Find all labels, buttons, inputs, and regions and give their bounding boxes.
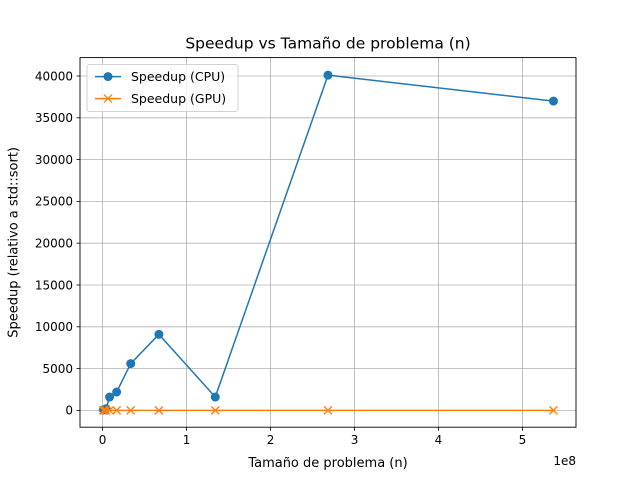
y-tick-label: 30000 <box>35 153 73 167</box>
y-tick-label: 25000 <box>35 195 73 209</box>
data-point <box>112 405 122 415</box>
chart-title: Speedup vs Tamaño de problema (n) <box>185 35 470 53</box>
legend-item: Speedup (CPU) <box>95 69 225 84</box>
data-point <box>105 392 115 402</box>
legend: Speedup (CPU) Speedup (GPU) <box>86 64 239 113</box>
legend-item: Speedup (GPU) <box>95 91 226 106</box>
legend-label: Speedup (CPU) <box>131 69 225 84</box>
legend-marker <box>103 72 113 82</box>
y-tick-label: 20000 <box>35 236 73 250</box>
y-tick-label: 40000 <box>35 69 73 83</box>
legend-marker <box>103 94 113 104</box>
legend-label: Speedup (GPU) <box>131 91 226 106</box>
x-tick-label: 2 <box>267 433 275 447</box>
series-layer <box>98 70 558 415</box>
data-point <box>323 405 333 415</box>
series-gpu <box>98 405 558 415</box>
y-axis-label: Speedup (relativo a std::sort) <box>7 147 22 338</box>
x-tick-label: 4 <box>435 433 443 447</box>
axis-ticks: 0 1 2 3 4 5 0 5000 10000 15000 20000 25000 30000 3500… <box>35 69 526 447</box>
data-point <box>101 405 111 415</box>
data-point <box>548 96 558 106</box>
x-tick-label: 0 <box>99 433 107 447</box>
data-point <box>154 329 164 339</box>
y-tick-label: 5000 <box>42 362 73 376</box>
y-tick-label: 10000 <box>35 320 73 334</box>
x-tick-label: 5 <box>519 433 527 447</box>
data-point <box>105 405 115 415</box>
y-tick-label: 35000 <box>35 111 73 125</box>
x-tick-label: 1 <box>183 433 191 447</box>
data-point <box>210 392 220 402</box>
data-point <box>210 405 220 415</box>
x-axis-label: Tamaño de problema (n) <box>247 456 407 471</box>
data-point <box>548 405 558 415</box>
data-point <box>323 70 333 80</box>
data-point <box>154 405 164 415</box>
y-tick-label: 15000 <box>35 278 73 292</box>
data-point <box>126 405 136 415</box>
data-point <box>112 387 122 397</box>
y-tick-label: 0 <box>65 404 73 418</box>
x-tick-label: 3 <box>351 433 359 447</box>
data-point <box>126 359 136 369</box>
legend-box <box>86 64 239 113</box>
plot-frame <box>79 57 577 428</box>
x-axis-offset-label: 1e8 <box>553 454 576 468</box>
